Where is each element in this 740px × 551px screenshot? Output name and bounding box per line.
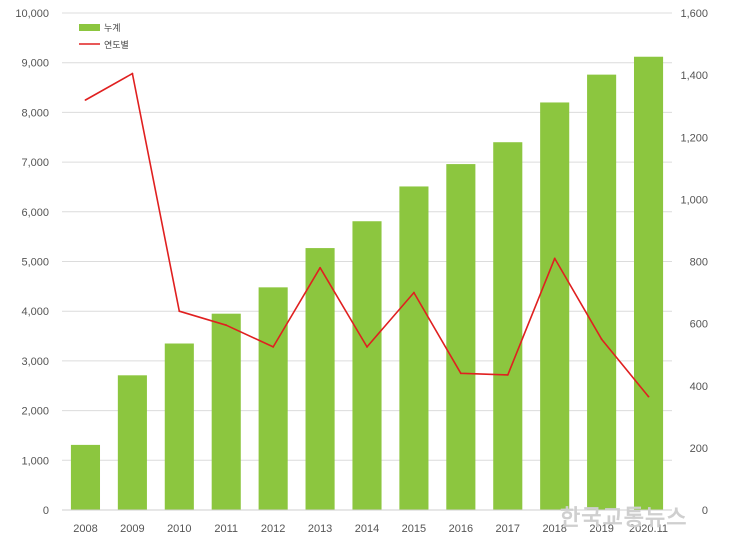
x-tick-label: 2019 xyxy=(589,523,613,535)
x-tick-label: 2008 xyxy=(73,523,97,535)
x-tick-label: 2018 xyxy=(542,523,566,535)
left-y-axis: 0 1,000 2,000 3,000 4,000 5,000 6,000 7,000 8,00… xyxy=(15,8,49,517)
right-tick-label: 800 xyxy=(690,257,708,269)
bar-series xyxy=(70,56,664,511)
x-tick-label: 2020.11 xyxy=(629,523,668,535)
right-tick-label: 1,600 xyxy=(680,8,708,20)
right-y-axis: 0 200 400 600 800 1,000 1,200 1,400 1,600 xyxy=(680,8,708,517)
left-tick-label: 2,000 xyxy=(21,406,49,418)
line-point-2017 xyxy=(506,373,509,376)
right-tick-label: 1,200 xyxy=(680,132,708,144)
left-tick-label: 9,000 xyxy=(21,58,49,70)
x-tick-label: 2017 xyxy=(496,523,520,535)
watermark: 한국교통뉴스 xyxy=(560,506,687,531)
legend: 누계 연도별 xyxy=(79,22,129,50)
line-point-2018 xyxy=(553,257,556,260)
left-tick-label: 1,000 xyxy=(21,455,49,467)
bar-2017 xyxy=(493,142,523,510)
bar-2018 xyxy=(540,102,570,511)
line-point-2008 xyxy=(84,99,87,101)
right-tick-label: 600 xyxy=(690,319,708,331)
line-point-2013 xyxy=(319,266,321,269)
right-tick-label: 0 xyxy=(702,505,708,517)
left-tick-label: 7,000 xyxy=(21,157,49,169)
x-tick-label: 2011 xyxy=(214,523,238,535)
line-point-2012 xyxy=(272,346,275,348)
line-point-2011 xyxy=(225,324,228,327)
line-series xyxy=(84,72,650,398)
bar-2010 xyxy=(164,343,194,510)
bar-2020.11 xyxy=(633,56,664,511)
x-tick-label: 2014 xyxy=(355,523,379,535)
bar-2015 xyxy=(399,186,429,510)
bar-2011 xyxy=(211,313,241,510)
x-tick-label: 2016 xyxy=(449,523,473,535)
bar-2009 xyxy=(117,375,147,510)
legend-label-line: 연도별 xyxy=(104,40,129,50)
left-tick-label: 8,000 xyxy=(21,107,49,119)
x-axis: 2008 2009 2010 2011 2012 2013 2014 2015 2016 2017… xyxy=(62,509,672,535)
x-tick-label: 2009 xyxy=(120,523,144,535)
legend-swatch-bar xyxy=(79,24,100,31)
bar-2014 xyxy=(352,221,382,511)
right-tick-label: 200 xyxy=(690,443,708,455)
right-tick-label: 1,400 xyxy=(680,70,708,82)
line-point-2010 xyxy=(178,310,181,313)
bar-2019 xyxy=(587,74,617,511)
x-tick-label: 2010 xyxy=(167,523,191,535)
line-point-2014 xyxy=(366,346,368,348)
bar-2013 xyxy=(305,248,335,510)
line-point-2020.11 xyxy=(647,395,650,398)
line-point-2016 xyxy=(459,372,462,375)
left-tick-label: 6,000 xyxy=(21,207,49,219)
x-tick-label: 2015 xyxy=(402,523,426,535)
left-tick-label: 0 xyxy=(43,505,49,517)
line-point-2015 xyxy=(413,291,415,294)
bar-2008 xyxy=(70,444,101,510)
bar-2016 xyxy=(446,164,476,510)
x-tick-label: 2013 xyxy=(308,523,332,535)
line-point-2019 xyxy=(600,338,603,341)
left-tick-label: 3,000 xyxy=(21,356,49,368)
bar-2012 xyxy=(258,287,288,510)
legend-label-bar: 누계 xyxy=(104,22,121,33)
left-tick-label: 5,000 xyxy=(21,257,49,269)
right-tick-label: 400 xyxy=(690,381,708,393)
left-tick-label: 10,000 xyxy=(15,8,49,20)
x-tick-label: 2012 xyxy=(261,523,285,535)
left-tick-label: 4,000 xyxy=(21,306,49,318)
line-point-2009 xyxy=(131,72,134,75)
right-tick-label: 1,000 xyxy=(680,194,708,206)
